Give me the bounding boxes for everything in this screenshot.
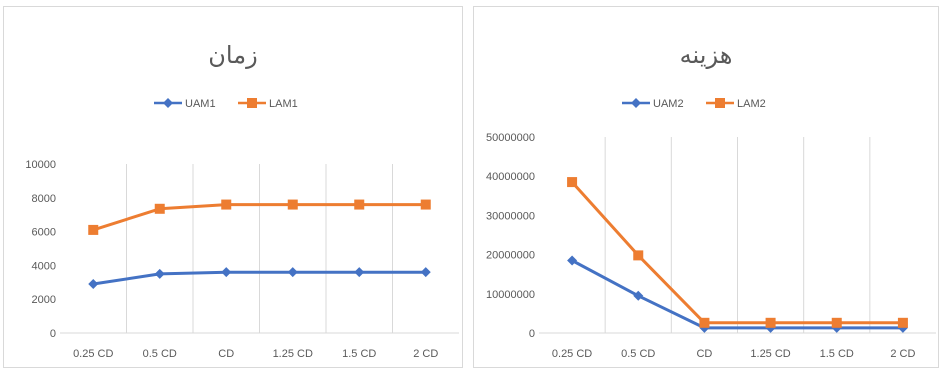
data-point-lam2 — [633, 250, 644, 261]
x-tick-label: 2 CD — [413, 348, 438, 360]
x-tick-label: 1.25 CD — [750, 348, 790, 360]
data-point-uam1 — [221, 267, 232, 278]
y-tick-label: 20000000 — [486, 250, 535, 262]
x-tick-label: 0.5 CD — [621, 348, 655, 360]
cost-chart-panel: هزینه UAM2 LAM2 0 10000000 20000000 30000000 40… — [473, 6, 939, 368]
series-line-lam2 — [570, 181, 903, 325]
data-point-lam1 — [354, 199, 365, 210]
series-line-lam1 — [92, 203, 426, 232]
chart-title: هزینه — [680, 41, 733, 69]
y-tick-label: 0 — [50, 328, 56, 340]
y-tick-label: 8000 — [32, 193, 56, 205]
x-tick-label: 2 CD — [890, 348, 915, 360]
y-tick-label: 6000 — [32, 227, 56, 239]
legend-marker-uam1 — [163, 98, 173, 108]
cost-chart: هزینه UAM2 LAM2 0 10000000 20000000 30000000 40… — [486, 41, 936, 360]
x-tick-label: 0.25 CD — [552, 348, 592, 360]
time-chart: زمان UAM1 LAM1 0 2000 4000 6000 8000 10000 0.25 C… — [25, 41, 459, 360]
data-point-lam2 — [765, 317, 776, 328]
data-point-uam2 — [567, 255, 578, 266]
y-tick-label: 0 — [529, 328, 535, 340]
data-point-uam1 — [287, 267, 298, 278]
data-point-uam1 — [354, 267, 365, 278]
legend-marker-uam2 — [631, 98, 641, 108]
x-tick-label: CD — [696, 348, 712, 360]
data-point-lam1 — [88, 224, 99, 235]
data-point-lam1 — [287, 199, 298, 210]
time-chart-panel: زمان UAM1 LAM1 0 2000 4000 6000 8000 10000 0.25 C… — [3, 6, 463, 368]
legend-label-lam1: LAM1 — [269, 98, 298, 110]
series-line-uam2 — [571, 259, 903, 330]
legend-marker-lam2 — [715, 98, 725, 108]
y-tick-label: 40000000 — [486, 171, 535, 183]
y-tick-label: 10000 — [25, 159, 56, 171]
legend-label-lam2: LAM2 — [737, 98, 766, 110]
data-point-lam2 — [699, 317, 710, 328]
y-tick-label: 2000 — [32, 294, 56, 306]
data-point-lam2 — [897, 317, 908, 328]
data-point-lam1 — [420, 199, 431, 210]
x-tick-label: CD — [218, 348, 234, 360]
y-tick-label: 4000 — [32, 260, 56, 272]
data-point-lam2 — [831, 317, 842, 328]
x-tick-label: 0.25 CD — [73, 348, 113, 360]
y-tick-label: 10000000 — [486, 289, 535, 301]
legend-label-uam1: UAM1 — [185, 98, 216, 110]
chart-title: زمان — [208, 41, 257, 69]
x-tick-label: 0.5 CD — [143, 348, 177, 360]
y-tick-label: 50000000 — [486, 132, 535, 144]
legend-label-uam2: UAM2 — [653, 98, 684, 110]
data-point-lam2 — [567, 177, 578, 188]
data-point-uam2 — [633, 290, 644, 301]
data-point-lam1 — [154, 203, 165, 214]
y-tick-label: 30000000 — [486, 210, 535, 222]
data-point-uam1 — [420, 267, 431, 278]
x-tick-label: 1.5 CD — [342, 348, 376, 360]
legend-marker-lam1 — [247, 98, 257, 108]
data-point-uam1 — [154, 268, 165, 279]
series-line-uam1 — [93, 270, 426, 286]
x-tick-label: 1.25 CD — [273, 348, 313, 360]
data-point-lam1 — [221, 199, 232, 210]
x-tick-label: 1.5 CD — [820, 348, 854, 360]
data-point-uam1 — [88, 278, 99, 289]
